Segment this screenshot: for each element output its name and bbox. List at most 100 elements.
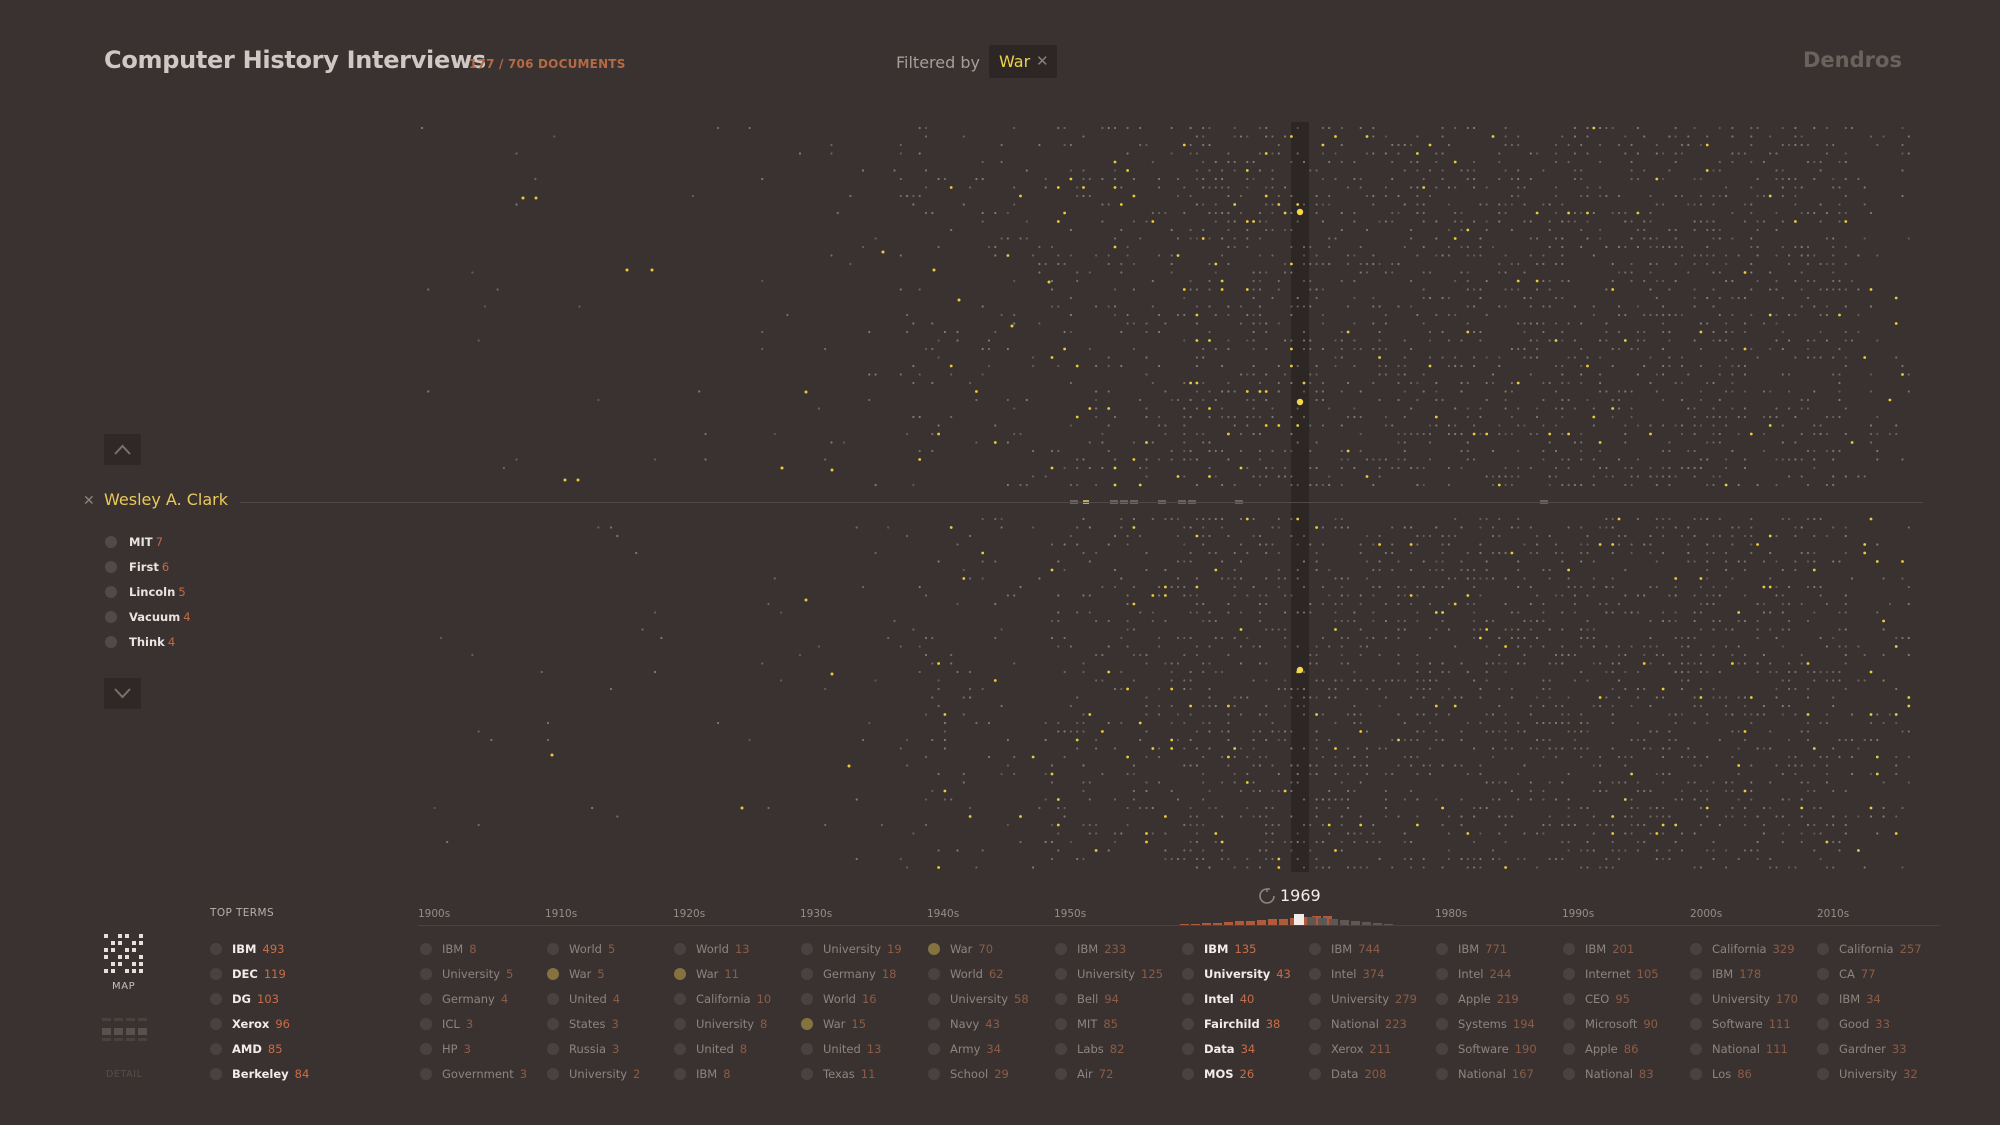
term-count: 5 bbox=[506, 967, 514, 981]
decade-label[interactable]: 1900s bbox=[418, 908, 451, 920]
decade-label[interactable]: 1920s bbox=[673, 908, 706, 920]
term-label: California bbox=[1712, 942, 1767, 956]
reset-icon[interactable] bbox=[1258, 887, 1276, 905]
year-histogram[interactable] bbox=[1180, 913, 1400, 929]
term-dot bbox=[1817, 993, 1829, 1005]
term-label: Think bbox=[129, 635, 165, 649]
map-cell bbox=[125, 955, 129, 959]
term-label: IBM bbox=[696, 1067, 718, 1081]
term-dot bbox=[1182, 943, 1194, 955]
brand-logo: Dendros bbox=[1803, 48, 1902, 72]
grid-map-icon[interactable] bbox=[104, 934, 146, 976]
term-label: World bbox=[569, 942, 602, 956]
decade-label[interactable]: 2000s bbox=[1690, 908, 1723, 920]
term-count: 5 bbox=[597, 967, 605, 981]
term-dot bbox=[801, 1018, 813, 1030]
decade-label[interactable]: 1990s bbox=[1562, 908, 1595, 920]
term-label: Germany bbox=[823, 967, 876, 981]
filter-chip[interactable]: War ✕ bbox=[989, 45, 1057, 78]
term-dot bbox=[1055, 1043, 1067, 1055]
term-dot bbox=[1309, 943, 1321, 955]
term-label: Germany bbox=[442, 992, 495, 1006]
term-dot bbox=[928, 968, 940, 980]
term-label: National bbox=[1712, 1042, 1760, 1056]
term-dot bbox=[674, 1018, 686, 1030]
term-dot bbox=[1309, 1043, 1321, 1055]
term-count: 105 bbox=[1636, 967, 1659, 981]
term-label: University bbox=[569, 1067, 628, 1081]
term-dot bbox=[420, 968, 432, 980]
dot-plot-area[interactable] bbox=[415, 120, 1915, 880]
selected-year-bar bbox=[1294, 914, 1304, 925]
decade-label[interactable]: 1910s bbox=[545, 908, 578, 920]
term-dot bbox=[801, 1068, 813, 1080]
term-dot bbox=[210, 943, 222, 955]
term-label: War bbox=[569, 967, 592, 981]
term-dot bbox=[1055, 993, 1067, 1005]
scroll-down-button[interactable] bbox=[104, 678, 141, 709]
term-label: MIT bbox=[1077, 1017, 1098, 1031]
term-count: 84 bbox=[294, 1067, 310, 1081]
close-icon[interactable]: ✕ bbox=[1036, 52, 1049, 70]
term-count: 4 bbox=[167, 635, 176, 649]
map-cell bbox=[125, 969, 129, 973]
term-dot bbox=[210, 1043, 222, 1055]
term-count: 194 bbox=[1512, 1017, 1535, 1031]
term-dot bbox=[674, 1068, 686, 1080]
term-count: 2 bbox=[633, 1067, 641, 1081]
detail-bars-icon[interactable] bbox=[102, 1018, 150, 1046]
term-dot bbox=[1817, 1043, 1829, 1055]
scroll-up-button[interactable] bbox=[104, 434, 141, 465]
term-count: 201 bbox=[1612, 942, 1635, 956]
term-count: 5 bbox=[178, 585, 186, 599]
term-label: IBM bbox=[1585, 942, 1607, 956]
selected-person-name[interactable]: Wesley A. Clark bbox=[104, 490, 229, 509]
term-label: World bbox=[950, 967, 983, 981]
term-count: 111 bbox=[1765, 1042, 1788, 1056]
term-dot bbox=[547, 968, 559, 980]
term-label: War bbox=[950, 942, 973, 956]
term-dot bbox=[1055, 1068, 1067, 1080]
year-bar bbox=[1279, 919, 1288, 925]
decade-label[interactable]: 2010s bbox=[1817, 908, 1850, 920]
term-label: CEO bbox=[1585, 992, 1610, 1006]
detail-bar bbox=[114, 1038, 123, 1041]
term-dot bbox=[420, 1043, 432, 1055]
term-dot bbox=[420, 1018, 432, 1030]
term-label: IBM bbox=[442, 942, 464, 956]
term-dot bbox=[928, 1068, 940, 1080]
term-label: Labs bbox=[1077, 1042, 1104, 1056]
map-view-label[interactable]: MAP bbox=[112, 981, 136, 992]
term-label: University bbox=[1712, 992, 1771, 1006]
decade-label[interactable]: 1930s bbox=[800, 908, 833, 920]
map-cell bbox=[132, 941, 136, 945]
detail-bar bbox=[138, 1038, 147, 1041]
decade-label[interactable]: 1940s bbox=[927, 908, 960, 920]
term-label: IBM bbox=[1839, 992, 1861, 1006]
term-dot bbox=[1436, 968, 1448, 980]
decade-label[interactable]: 1980s bbox=[1435, 908, 1468, 920]
term-dot bbox=[1182, 1018, 1194, 1030]
term-label: World bbox=[696, 942, 729, 956]
term-label: CA bbox=[1839, 967, 1855, 981]
term-label: DG bbox=[232, 992, 251, 1006]
term-dot bbox=[1690, 968, 1702, 980]
term-count: 32 bbox=[1903, 1067, 1918, 1081]
term-dot bbox=[928, 1043, 940, 1055]
term-label: United bbox=[569, 992, 607, 1006]
close-icon[interactable]: ✕ bbox=[83, 493, 95, 509]
term-label: National bbox=[1458, 1067, 1506, 1081]
term-dot bbox=[1563, 943, 1575, 955]
term-count: 13 bbox=[734, 942, 750, 956]
term-label: Systems bbox=[1458, 1017, 1507, 1031]
decade-label[interactable]: 1950s bbox=[1054, 908, 1087, 920]
term-dot bbox=[210, 968, 222, 980]
detail-bar bbox=[126, 1028, 135, 1035]
term-count: 62 bbox=[988, 967, 1004, 981]
detail-view-label[interactable]: DETAIL bbox=[106, 1069, 143, 1080]
term-count: 43 bbox=[985, 1017, 1000, 1031]
term-dot bbox=[210, 993, 222, 1005]
term-count: 4 bbox=[183, 610, 191, 624]
selected-year: 1969 bbox=[1280, 886, 1321, 905]
term-count: 125 bbox=[1141, 967, 1163, 981]
